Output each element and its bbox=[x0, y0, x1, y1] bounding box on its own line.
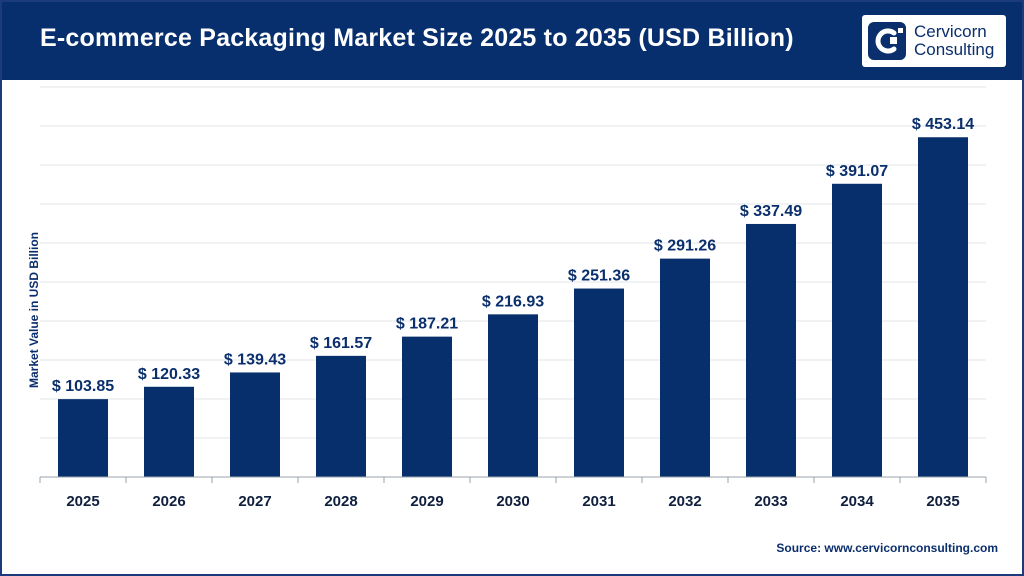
x-tick-label-2033: 2033 bbox=[754, 493, 787, 510]
source-note: Source: www.cervicornconsulting.com bbox=[776, 541, 998, 555]
x-tick-label-2027: 2027 bbox=[238, 493, 271, 510]
bar-2032 bbox=[660, 258, 710, 477]
x-tick-label-2028: 2028 bbox=[324, 493, 357, 510]
bar-2031 bbox=[574, 288, 624, 477]
bar-2028 bbox=[316, 355, 366, 477]
chart-title: E-commerce Packaging Market Size 2025 to… bbox=[40, 24, 794, 52]
x-tick-label-2025: 2025 bbox=[66, 493, 99, 510]
logo-line-2: Consulting bbox=[914, 40, 995, 59]
cervicorn-logo-icon bbox=[868, 22, 906, 60]
bar-2034 bbox=[832, 183, 882, 478]
logo-text: Cervicorn Consulting bbox=[914, 23, 994, 59]
bar-2026 bbox=[144, 386, 194, 477]
x-tick-label-2035: 2035 bbox=[926, 493, 959, 510]
x-tick-label-2032: 2032 bbox=[668, 493, 701, 510]
bar-2035 bbox=[918, 137, 968, 477]
x-axis-ticks: 2025 2026 2027 2028 2029 2030 2031 2032 2033 2034… bbox=[39, 477, 987, 510]
data-label-2030: $ 216.93 bbox=[482, 293, 544, 310]
x-tick-label-2030: 2030 bbox=[496, 493, 529, 510]
data-label-2035: $ 453.14 bbox=[912, 116, 974, 133]
data-label-2027: $ 139.43 bbox=[224, 351, 286, 368]
data-label-2026: $ 120.33 bbox=[138, 366, 200, 383]
x-tick-label-2031: 2031 bbox=[582, 493, 615, 510]
data-label-2025: $ 103.85 bbox=[52, 378, 114, 395]
x-tick-label-2029: 2029 bbox=[410, 493, 443, 510]
bar-2029 bbox=[402, 336, 452, 477]
bar-2025 bbox=[58, 399, 108, 477]
x-tick-label-2034: 2034 bbox=[840, 493, 874, 510]
bars bbox=[58, 137, 968, 478]
data-label-2032: $ 291.26 bbox=[654, 238, 716, 255]
bar-2033 bbox=[746, 223, 796, 477]
header-bar: E-commerce Packaging Market Size 2025 to… bbox=[2, 2, 1022, 80]
data-label-2028: $ 161.57 bbox=[310, 335, 372, 352]
data-label-2029: $ 187.21 bbox=[396, 316, 458, 333]
data-label-2033: $ 337.49 bbox=[740, 203, 802, 220]
company-logo: Cervicorn Consulting bbox=[862, 15, 1006, 67]
data-label-2034: $ 391.07 bbox=[826, 163, 888, 180]
data-label-2031: $ 251.36 bbox=[568, 268, 630, 285]
data-labels: $ 103.85 $ 120.33 $ 139.43 $ 161.57 $ 187.21… bbox=[52, 116, 974, 395]
bar-2027 bbox=[230, 372, 280, 477]
x-tick-label-2026: 2026 bbox=[152, 493, 185, 510]
logo-line-1: Cervicorn bbox=[914, 22, 987, 41]
y-axis-label: Market Value in USD Billion bbox=[27, 231, 41, 389]
bar-2030 bbox=[488, 314, 538, 477]
